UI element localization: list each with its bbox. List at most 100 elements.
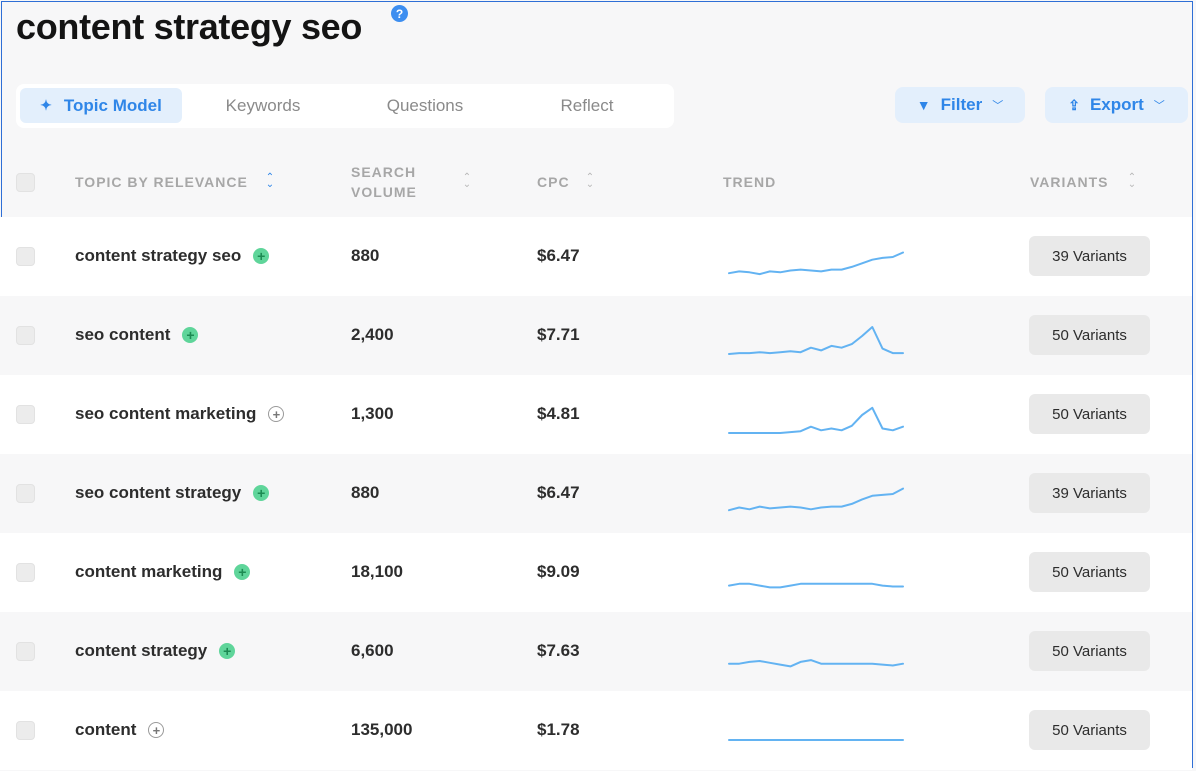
tab-label: Topic Model: [63, 95, 162, 115]
topic-label: content: [75, 720, 137, 739]
add-plus-icon[interactable]: +: [148, 722, 165, 738]
trend-sparkline: [728, 487, 904, 512]
table-row: seo content marketing + 1,300 $4.81 50 V…: [0, 375, 1192, 454]
filter-button[interactable]: ▼ Filter ﹀: [895, 87, 1025, 123]
row-checkbox[interactable]: [16, 484, 35, 503]
added-plus-icon[interactable]: +: [253, 485, 270, 501]
trend-line: [728, 659, 904, 668]
topic-label: seo content marketing: [75, 404, 257, 423]
sort-icon[interactable]: ⌃ ⌄: [265, 172, 275, 190]
table-row: content strategy + 6,600 $7.63 50 Varian…: [0, 612, 1192, 691]
row-checkbox[interactable]: [16, 642, 35, 661]
trend-sparkline: [728, 582, 904, 589]
export-label: Export: [1089, 95, 1144, 114]
chevron-down-icon: ﹀: [1153, 100, 1165, 112]
topic-cell[interactable]: seo content +: [75, 325, 199, 345]
cpc-value: $9.09: [537, 562, 580, 581]
variants-button[interactable]: 50 Variants: [1029, 394, 1150, 434]
topic-label: content strategy seo: [75, 246, 242, 265]
tab-label: Questions: [386, 95, 464, 115]
filter-label: Filter: [940, 95, 983, 114]
search-volume: 1,300: [351, 404, 394, 423]
tab-keywords[interactable]: Keywords: [182, 88, 344, 123]
trend-sparkline: [728, 326, 904, 355]
cpc-value: $1.78: [537, 720, 580, 739]
table-row: content strategy seo + 880 $6.47 39 Vari…: [0, 217, 1192, 296]
select-all-checkbox[interactable]: [16, 173, 35, 192]
trend-line: [728, 251, 904, 276]
sort-icon[interactable]: ⌃ ⌄: [1127, 172, 1137, 190]
sparkle-icon: ✦: [40, 97, 52, 113]
variants-button[interactable]: 50 Variants: [1029, 552, 1150, 592]
sort-icon[interactable]: ⌃ ⌄: [585, 172, 595, 190]
column-header-trend: TREND: [723, 174, 777, 190]
cpc-value: $7.71: [537, 325, 580, 344]
topic-cell[interactable]: content strategy +: [75, 641, 236, 661]
topic-cell[interactable]: content strategy seo +: [75, 246, 270, 266]
search-volume: 135,000: [351, 720, 413, 739]
export-button[interactable]: ⇪ Export ﹀: [1045, 87, 1188, 123]
variants-button[interactable]: 50 Variants: [1029, 710, 1150, 750]
column-header-topic[interactable]: TOPIC BY RELEVANCE: [75, 174, 248, 190]
added-plus-icon[interactable]: +: [234, 564, 251, 580]
add-plus-icon[interactable]: +: [268, 406, 285, 422]
sort-icon[interactable]: ⌃ ⌄: [462, 172, 472, 190]
added-plus-icon[interactable]: +: [219, 643, 236, 659]
variants-button[interactable]: 39 Variants: [1029, 473, 1150, 513]
variants-button[interactable]: 50 Variants: [1029, 315, 1150, 355]
topic-cell[interactable]: seo content strategy +: [75, 483, 270, 503]
help-icon[interactable]: ?: [391, 5, 408, 22]
table-row: content + 135,000 $1.78 50 Variants: [0, 691, 1192, 770]
tab-questions[interactable]: Questions: [344, 88, 506, 123]
search-volume: 6,600: [351, 641, 394, 660]
topic-cell[interactable]: content +: [75, 720, 165, 740]
trend-line: [728, 326, 904, 355]
tab-label: Reflect: [560, 95, 614, 115]
table-row: seo content strategy + 880 $6.47 39 Vari…: [0, 454, 1192, 533]
search-volume: 18,100: [351, 562, 403, 581]
variants-button[interactable]: 39 Variants: [1029, 236, 1150, 276]
trend-sparkline: [728, 251, 904, 276]
topic-cell[interactable]: seo content marketing +: [75, 404, 285, 424]
topic-label: seo content strategy: [75, 483, 242, 502]
table-row: seo content + 2,400 $7.71 50 Variants: [0, 296, 1192, 375]
tab-bar: ✦ Topic Model Keywords Questions Reflect: [16, 84, 674, 128]
tab-topic-model[interactable]: ✦ Topic Model: [20, 88, 182, 123]
tab-reflect[interactable]: Reflect: [506, 88, 668, 123]
variants-button[interactable]: 50 Variants: [1029, 631, 1150, 671]
cpc-value: $6.47: [537, 246, 580, 265]
cpc-value: $6.47: [537, 483, 580, 502]
topic-label: seo content: [75, 325, 171, 344]
added-plus-icon[interactable]: +: [253, 248, 270, 264]
trend-sparkline: [728, 406, 904, 434]
funnel-icon: ▼: [916, 97, 931, 113]
trend-sparkline: [728, 659, 904, 668]
search-volume: 880: [351, 483, 380, 502]
cpc-value: $7.63: [537, 641, 580, 660]
topic-label: content marketing: [75, 562, 223, 581]
column-header-cpc[interactable]: CPC: [537, 174, 570, 190]
row-checkbox[interactable]: [16, 405, 35, 424]
tab-label: Keywords: [225, 95, 301, 115]
column-header-volume[interactable]: SEARCH VOLUME: [351, 164, 417, 200]
search-volume: 2,400: [351, 325, 394, 344]
row-checkbox[interactable]: [16, 563, 35, 582]
table-row: content marketing + 18,100 $9.09 50 Vari…: [0, 533, 1192, 612]
row-checkbox[interactable]: [16, 247, 35, 266]
column-header-variants[interactable]: VARIANTS: [1030, 174, 1109, 190]
trend-line: [728, 406, 904, 434]
page-title: content strategy seo: [16, 6, 363, 47]
trend-sparkline: [728, 739, 904, 741]
topic-cell[interactable]: content marketing +: [75, 562, 251, 582]
search-volume: 880: [351, 246, 380, 265]
trend-line: [728, 487, 904, 512]
upload-icon: ⇪: [1068, 96, 1080, 113]
row-checkbox[interactable]: [16, 326, 35, 345]
trend-line: [728, 582, 904, 589]
chevron-down-icon: ﹀: [992, 100, 1004, 112]
topic-label: content strategy: [75, 641, 208, 660]
row-checkbox[interactable]: [16, 721, 35, 740]
table-header: TOPIC BY RELEVANCE ⌃ ⌄ SEARCH VOLUME ⌃ ⌄ C…: [0, 150, 1192, 214]
cpc-value: $4.81: [537, 404, 580, 423]
added-plus-icon[interactable]: +: [182, 327, 199, 343]
